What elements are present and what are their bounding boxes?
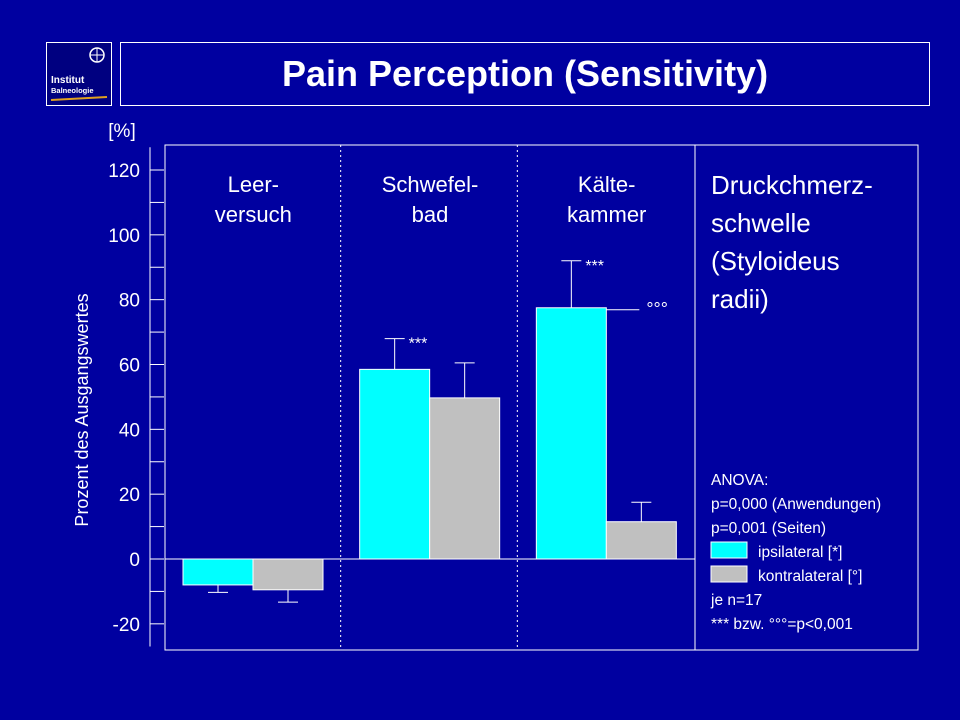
stats-line: je n=17 (710, 592, 762, 609)
side-panel-title: schwelle (711, 208, 811, 238)
bar-kontralateral (605, 521, 677, 560)
y-tick-label: -20 (113, 615, 140, 636)
logo-swoosh (50, 96, 108, 101)
group-label: Kälte- (578, 172, 635, 197)
legend-swatch (710, 541, 748, 559)
institute-logo: Institut Balneologie (46, 42, 112, 106)
y-tick-label: 120 (108, 161, 140, 182)
y-axis-label: Prozent des Ausgangswertes (72, 293, 92, 526)
legend-swatch (710, 565, 748, 583)
y-tick-label: 20 (119, 485, 140, 506)
group-label: Schwefel- (382, 172, 479, 197)
y-tick-label: 80 (119, 291, 140, 312)
side-panel-title: (Styloideus (711, 246, 840, 276)
group-label: versuch (215, 202, 292, 227)
y-unit-label: [%] (108, 121, 135, 142)
y-tick-label: 0 (129, 550, 140, 571)
y-tick-label: 60 (119, 356, 140, 377)
significance-marker: *** (585, 258, 604, 275)
bar-ipsilateral (182, 558, 254, 586)
stats-line: p=0,000 (Anwendungen) (711, 496, 881, 513)
stats-line: ANOVA: (711, 472, 768, 489)
stats-line: p=0,001 (Seiten) (711, 520, 826, 537)
group-label: bad (412, 202, 449, 227)
legend-label: ipsilateral [*] (758, 544, 842, 561)
logo-text-line1: Institut (51, 75, 85, 86)
y-tick-label: 40 (119, 420, 140, 441)
y-tick-label: 100 (108, 226, 140, 247)
group-label: kammer (567, 202, 646, 227)
stats-line: *** bzw. °°°=p<0,001 (711, 616, 853, 633)
bar-ipsilateral (535, 307, 607, 560)
plot-frame (164, 144, 919, 651)
bar-ipsilateral (359, 368, 431, 560)
group-label: Leer- (228, 172, 279, 197)
title-box: Pain Perception (Sensitivity) (120, 42, 930, 106)
significance-marker: *** (409, 336, 428, 353)
bar-kontralateral (429, 397, 501, 560)
side-panel-title: radii) (711, 284, 769, 314)
legend-label: kontralateral [°] (758, 568, 862, 585)
significance-marker: °°° (646, 299, 668, 319)
slide-title: Pain Perception (Sensitivity) (281, 53, 769, 94)
logo-text-line2: Balneologie (51, 86, 94, 95)
bar-kontralateral (252, 558, 324, 591)
side-panel-title: Druckchmerz- (711, 170, 873, 200)
logo-graphic: Institut Balneologie (50, 47, 108, 101)
